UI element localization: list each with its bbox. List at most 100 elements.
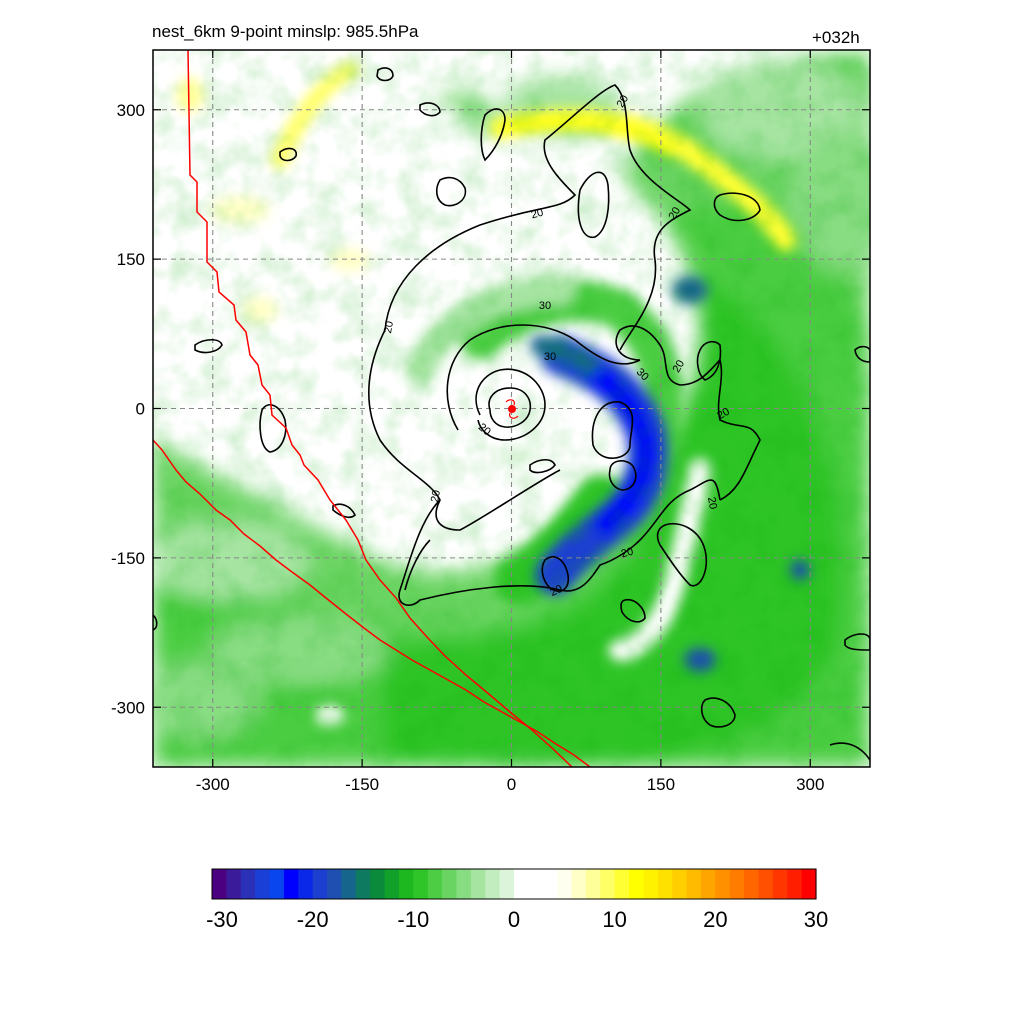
y-tick-label: 0: [136, 400, 145, 419]
contour-label: 30: [539, 300, 551, 312]
contour-line: [153, 614, 158, 631]
y-tick-label: 300: [117, 101, 145, 120]
y-tick-label: 150: [117, 250, 145, 269]
contour-label: 20: [667, 205, 684, 222]
contour-line: [384, 84, 692, 351]
contour-line: [541, 556, 570, 592]
colorbar-swatch: [744, 869, 760, 899]
colorbar-swatch: [700, 869, 716, 899]
contour-line: [529, 458, 556, 474]
x-tick-label: -150: [345, 775, 379, 794]
contour-line: [696, 340, 722, 381]
contour-label: 20: [620, 546, 635, 561]
colorbar-swatch: [528, 869, 544, 899]
contour-line: [368, 329, 561, 531]
colorbar-swatch: [571, 869, 587, 899]
contour-line: [279, 147, 298, 162]
title-right: +032h: [812, 28, 860, 47]
colorbar-swatch: [283, 869, 299, 899]
contour-line: [332, 503, 356, 518]
colorbar-swatch: [212, 869, 227, 899]
contour-line: [376, 67, 394, 82]
colorbar-swatch: [413, 869, 429, 899]
svg-text:30: 30: [539, 300, 551, 312]
contour-line: [620, 598, 646, 623]
colorbar-swatch: [758, 869, 774, 899]
svg-text:20: 20: [620, 546, 635, 561]
contour-line: [259, 404, 287, 453]
colorbar-swatch: [787, 869, 803, 899]
contour-label: 20: [548, 583, 564, 599]
colorbar-swatch: [384, 869, 400, 899]
colorbar-tick-label: 30: [804, 907, 828, 932]
contour-line: [844, 633, 870, 651]
colorbar-swatch: [643, 869, 659, 899]
contour-line: [829, 742, 870, 761]
colorbar-tick-label: -20: [297, 907, 329, 932]
contour-line: [854, 345, 870, 363]
contour-line: [488, 387, 532, 428]
contour-label: 20: [671, 358, 688, 375]
contour-label: 20: [705, 496, 719, 510]
colorbar-tick-label: -10: [397, 907, 429, 932]
colorbar-swatch: [715, 869, 731, 899]
x-tick-label: 150: [647, 775, 675, 794]
colorbar-swatch: [729, 869, 745, 899]
y-axis: 300 150 0 -150 -300: [111, 101, 870, 717]
colorbar-swatch: [370, 869, 386, 899]
contour-line: [435, 176, 467, 207]
colorbar-swatch: [514, 869, 529, 899]
svg-text:20: 20: [548, 583, 564, 599]
boundary-line: [187, 50, 573, 767]
colorbar-tick-label: 10: [602, 907, 626, 932]
contour-line: [480, 108, 506, 162]
boundary-line: [153, 439, 591, 767]
colorbar-swatch: [542, 869, 558, 899]
x-tick-label: 300: [796, 775, 824, 794]
contour-line: [608, 460, 637, 491]
contour-label: 20: [382, 320, 396, 334]
svg-text:20: 20: [667, 205, 684, 222]
colorbar-swatch: [240, 869, 256, 899]
contour-lines: [153, 67, 870, 761]
colorbar-swatch: [686, 869, 702, 899]
colorbar-swatch: [312, 869, 328, 899]
svg-text:20: 20: [382, 320, 396, 334]
contour-line: [713, 192, 761, 222]
contour-line: [577, 171, 610, 238]
colorbar-swatch: [456, 869, 472, 899]
colorbar-swatch: [801, 869, 817, 899]
colorbar-swatch: [427, 869, 443, 899]
contour-line: [446, 324, 641, 431]
storm-center-marker: [505, 399, 519, 419]
colorbar-swatch: [226, 869, 242, 899]
x-tick-label: 0: [507, 775, 516, 794]
colorbar-swatch: [772, 869, 788, 899]
svg-text:20: 20: [715, 406, 732, 423]
svg-text:20: 20: [530, 207, 545, 222]
x-tick-label: -300: [196, 775, 230, 794]
colorbar-swatch: [269, 869, 285, 899]
title-left: nest_6km 9-point minslp: 985.5hPa: [152, 22, 419, 41]
svg-text:20: 20: [429, 489, 443, 503]
colorbar-swatch: [327, 869, 343, 899]
colorbar-swatch: [341, 869, 357, 899]
colorbar-frame: [211, 868, 817, 900]
colorbar-swatch: [614, 869, 630, 899]
contour-label: 20: [715, 406, 732, 423]
contour-line: [591, 401, 634, 459]
colorbar-swatch: [442, 869, 458, 899]
colorbar-tick-label: -30: [206, 907, 238, 932]
contour-line: [700, 697, 736, 728]
colorbar-swatch: [485, 869, 501, 899]
colorbar-swatch: [499, 869, 515, 899]
colorbar-swatch: [557, 869, 573, 899]
colorbar-swatch: [398, 869, 414, 899]
contour-line: [398, 479, 721, 606]
y-tick-label: -300: [111, 698, 145, 717]
svg-text:20: 20: [615, 93, 632, 110]
contour-line: [419, 102, 441, 117]
svg-text:20: 20: [705, 496, 719, 510]
contour-label: 20: [530, 207, 545, 222]
